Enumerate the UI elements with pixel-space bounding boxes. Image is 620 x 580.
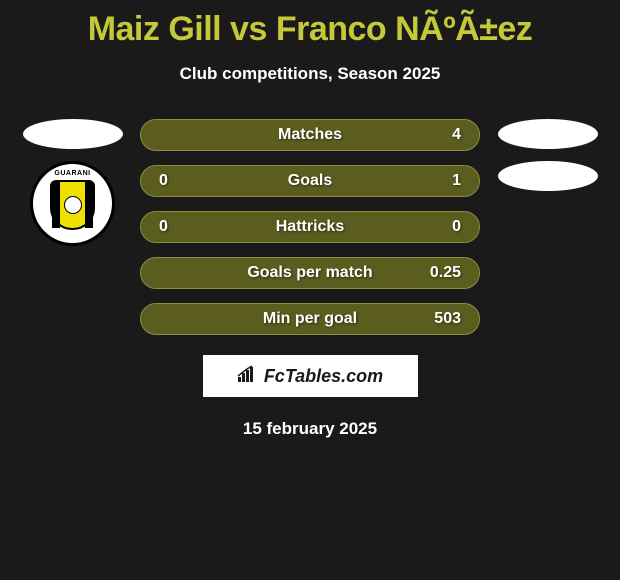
player2-avatar-placeholder — [498, 119, 598, 149]
stat-label: Matches — [209, 126, 411, 144]
stat-left-value: 0 — [159, 172, 209, 190]
player1-avatar-placeholder — [23, 119, 123, 149]
stat-right-value: 0 — [411, 218, 461, 236]
chart-icon — [237, 365, 259, 388]
stat-row-hattricks: 0 Hattricks 0 — [140, 211, 480, 243]
stat-right-value: 4 — [411, 126, 461, 144]
badge-center-icon — [64, 196, 82, 214]
stat-row-goals-per-match: Goals per match 0.25 — [140, 257, 480, 289]
stat-left-value: 0 — [159, 218, 209, 236]
stats-column: Matches 4 0 Goals 1 0 Hattricks 0 Goals … — [140, 119, 480, 335]
badge-shield-icon — [50, 180, 95, 230]
main-container: Maiz Gill vs Franco NÃºÃ±ez Club competi… — [0, 0, 620, 439]
content-row: GUARANI Matches 4 0 Goals 1 0 Hattricks … — [0, 119, 620, 335]
stat-label: Hattricks — [209, 218, 411, 236]
stat-row-min-per-goal: Min per goal 503 — [140, 303, 480, 335]
brand-text: FcTables.com — [264, 366, 383, 387]
right-column — [495, 119, 600, 191]
stat-right-value: 503 — [411, 310, 461, 328]
stat-right-value: 0.25 — [411, 264, 461, 282]
player1-team-badge: GUARANI — [30, 161, 115, 246]
date-text: 15 february 2025 — [0, 419, 620, 439]
stat-row-matches: Matches 4 — [140, 119, 480, 151]
page-title: Maiz Gill vs Franco NÃºÃ±ez — [0, 10, 620, 49]
stat-right-value: 1 — [411, 172, 461, 190]
brand-box[interactable]: FcTables.com — [203, 355, 418, 397]
stat-label: Min per goal — [209, 310, 411, 328]
page-subtitle: Club competitions, Season 2025 — [0, 64, 620, 84]
stat-row-goals: 0 Goals 1 — [140, 165, 480, 197]
stat-label: Goals — [209, 172, 411, 190]
player2-team-placeholder — [498, 161, 598, 191]
left-column: GUARANI — [20, 119, 125, 246]
stat-label: Goals per match — [209, 264, 411, 282]
badge-text: GUARANI — [54, 170, 90, 177]
